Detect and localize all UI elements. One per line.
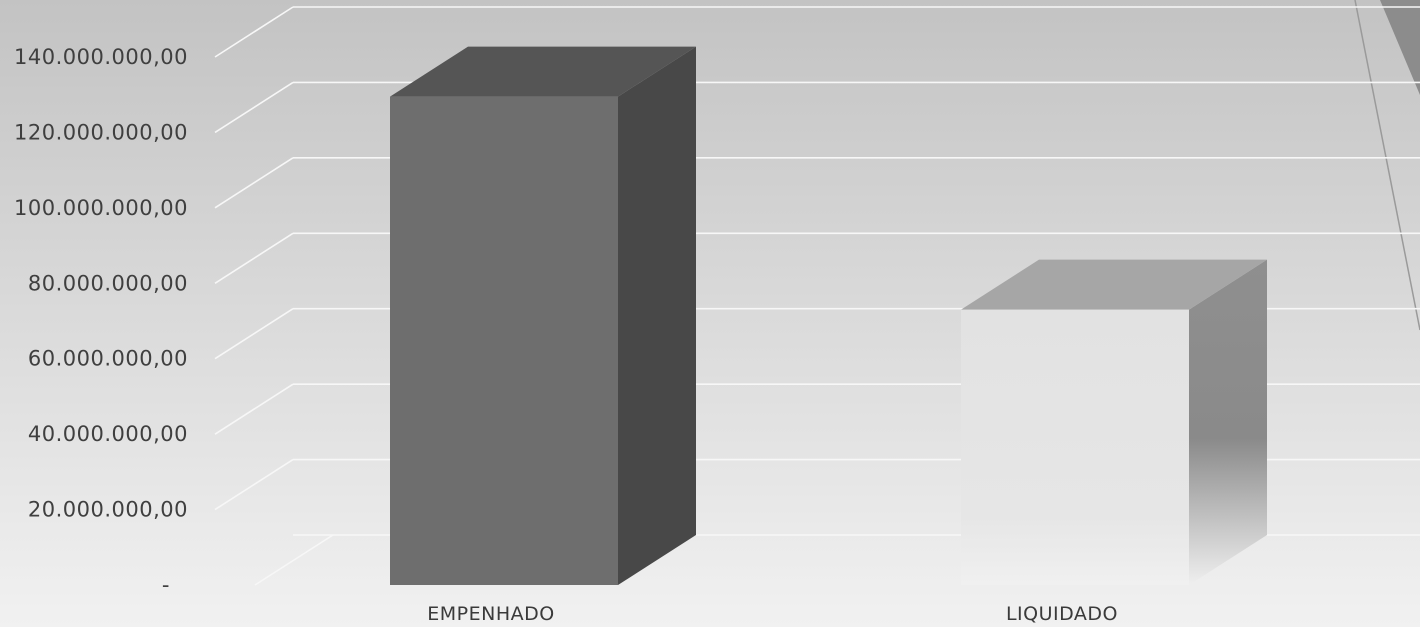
gridline-diagonal-3	[214, 308, 294, 360]
bars	[390, 46, 1267, 586]
gridline-diagonal-6	[214, 81, 294, 134]
gridline-diagonal-7	[214, 6, 294, 58]
y-tick-label: 20.000.000,00	[28, 498, 188, 522]
y-tick-label: -	[162, 573, 170, 597]
y-tick-label: 140.000.000,00	[14, 45, 188, 69]
x-axis-categories: EMPENHADO LIQUIDADO	[427, 603, 1118, 625]
gridline-diagonal-1	[214, 458, 294, 511]
y-tick-label: 60.000.000,00	[28, 347, 188, 371]
y-axis-ticks: - 20.000.000,00 40.000.000,00 60.000.000,00…	[14, 45, 188, 597]
bar-front-face	[961, 309, 1189, 585]
bar-liquidado	[961, 259, 1267, 585]
gridline-diagonal-4	[214, 232, 294, 284]
bar-top-face	[961, 259, 1267, 310]
bar-top-face	[390, 46, 696, 97]
bar-front-face	[390, 96, 618, 585]
gridline-diagonal-2	[214, 383, 294, 435]
gridline-diagonal-0	[254, 534, 334, 586]
bar-side-face	[1189, 259, 1267, 585]
y-tick-label: 100.000.000,00	[14, 196, 188, 220]
x-category-label: EMPENHADO	[427, 603, 554, 625]
bar-side-face	[618, 46, 696, 586]
side-wall-edge	[1354, 0, 1420, 331]
gridline-diagonal-5	[214, 157, 294, 209]
corner-decoration	[1380, 0, 1420, 95]
y-tick-label: 40.000.000,00	[28, 422, 188, 446]
x-category-label: LIQUIDADO	[1006, 603, 1118, 625]
y-tick-label: 120.000.000,00	[14, 120, 188, 144]
y-tick-label: 80.000.000,00	[28, 271, 188, 295]
bar-empenhado	[390, 46, 696, 586]
